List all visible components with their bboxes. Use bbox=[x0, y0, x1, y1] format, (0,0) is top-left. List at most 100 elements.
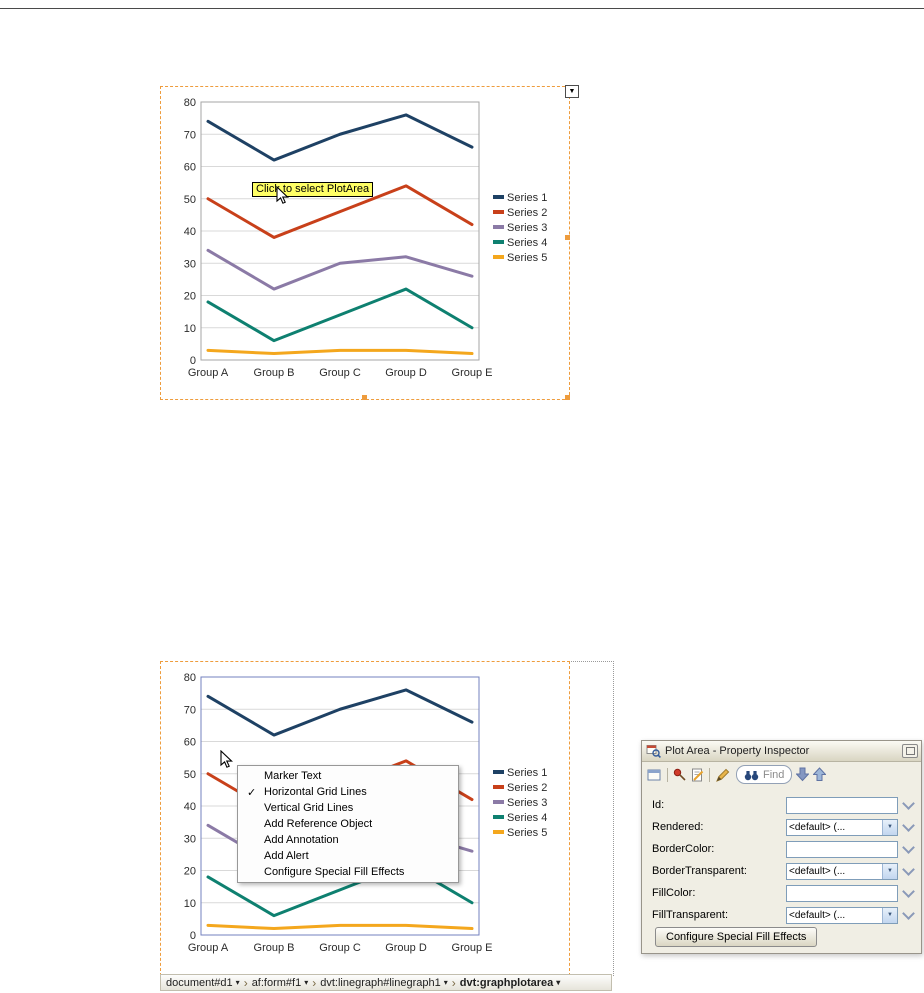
property-combo[interactable]: <default> (... ▼ bbox=[786, 906, 898, 924]
chevron-down-icon: ▼ bbox=[568, 88, 576, 95]
arrow-down-button[interactable] bbox=[796, 767, 810, 782]
crumb-dropdown-icon: ▾ bbox=[443, 977, 448, 987]
property-label: FillColor: bbox=[652, 887, 696, 899]
svg-text:Group B: Group B bbox=[254, 367, 295, 379]
property-inspector-icon bbox=[646, 745, 661, 758]
combo-dropdown-icon[interactable]: ▼ bbox=[882, 819, 897, 835]
svg-text:Group D: Group D bbox=[385, 942, 427, 954]
breadcrumb-item[interactable]: dvt:linegraph#linegraph1 ▾ bbox=[317, 977, 451, 989]
breadcrumb-item[interactable]: document#d1 ▾ bbox=[163, 977, 243, 989]
breadcrumb-item[interactable]: af:form#f1 ▾ bbox=[249, 977, 312, 989]
menu-item[interactable]: Vertical Grid Lines bbox=[238, 800, 458, 816]
inspector-toolbar: Find bbox=[642, 762, 921, 787]
selection-handle-right[interactable] bbox=[565, 235, 570, 240]
svg-text:Series 3: Series 3 bbox=[507, 222, 547, 234]
property-menu-chevron-icon[interactable] bbox=[902, 796, 915, 810]
svg-text:Series 3: Series 3 bbox=[507, 797, 547, 809]
property-label: BorderColor: bbox=[652, 843, 715, 855]
combo-value: <default> (... bbox=[789, 865, 846, 877]
property-combo[interactable]: <default> (... ▼ bbox=[786, 818, 898, 836]
svg-text:Series 2: Series 2 bbox=[507, 207, 547, 219]
svg-text:80: 80 bbox=[184, 672, 196, 684]
toolbar-divider bbox=[709, 767, 710, 782]
svg-text:60: 60 bbox=[184, 737, 196, 749]
arrow-up-button[interactable] bbox=[813, 767, 827, 782]
svg-text:60: 60 bbox=[184, 162, 196, 174]
crumb-dropdown-icon: ▾ bbox=[304, 977, 309, 987]
selection-handle-bottom-right[interactable] bbox=[565, 395, 570, 400]
svg-text:Series 1: Series 1 bbox=[507, 192, 547, 204]
breadcrumb-label: dvt:linegraph#linegraph1 bbox=[320, 976, 441, 989]
property-inspector-panel: Plot Area - Property Inspector Find bbox=[641, 740, 922, 954]
panel-menu-button[interactable] bbox=[902, 744, 918, 758]
svg-text:Series 1: Series 1 bbox=[507, 767, 547, 779]
svg-text:50: 50 bbox=[184, 194, 196, 206]
property-text-input[interactable] bbox=[786, 796, 898, 814]
property-text-input[interactable] bbox=[786, 884, 898, 902]
dialog-window-icon[interactable] bbox=[647, 768, 662, 782]
find-placeholder: Find bbox=[763, 768, 785, 781]
svg-text:20: 20 bbox=[184, 291, 196, 303]
svg-text:Series 4: Series 4 bbox=[507, 812, 547, 824]
breadcrumb-label: af:form#f1 bbox=[251, 976, 302, 989]
breadcrumb-label: dvt:graphplotarea bbox=[459, 976, 554, 989]
property-menu-chevron-icon[interactable] bbox=[902, 884, 915, 898]
menu-item[interactable]: Configure Special Fill Effects bbox=[238, 864, 458, 880]
menu-item-label: Add Reference Object bbox=[264, 818, 373, 830]
panel-titlebar[interactable]: Plot Area - Property Inspector bbox=[642, 741, 921, 762]
line-graph-canvas-top[interactable]: 0 10 20 30 40 50 60 70 80 Group A Group B Group C Gr… bbox=[160, 86, 570, 400]
property-row: Id: bbox=[652, 794, 915, 816]
menu-item-label: Configure Special Fill Effects bbox=[264, 866, 405, 878]
svg-text:Series 5: Series 5 bbox=[507, 827, 547, 839]
breadcrumb-separator-icon: › bbox=[243, 975, 248, 990]
property-row: FillTransparent: <default> (... ▼ bbox=[652, 904, 915, 926]
breadcrumb-item[interactable]: dvt:graphplotarea ▾ bbox=[457, 977, 564, 989]
figure-top-rule bbox=[0, 8, 924, 9]
svg-text:30: 30 bbox=[184, 833, 196, 845]
selection-handle-bottom[interactable] bbox=[362, 395, 367, 400]
context-menu: Marker Text ✓ Horizontal Grid Lines Vertica… bbox=[237, 765, 459, 883]
svg-text:Group E: Group E bbox=[452, 942, 493, 954]
property-menu-chevron-icon[interactable] bbox=[902, 818, 915, 832]
edit-page-icon[interactable] bbox=[691, 768, 704, 782]
breadcrumb-separator-icon: › bbox=[312, 975, 317, 990]
property-combo[interactable]: <default> (... ▼ bbox=[786, 862, 898, 880]
menu-item-label: Horizontal Grid Lines bbox=[264, 786, 367, 798]
combo-value: <default> (... bbox=[789, 909, 846, 921]
line-chart: 0 10 20 30 40 50 60 70 80 Group A Group B Group C Gr… bbox=[184, 97, 548, 379]
property-menu-chevron-icon[interactable] bbox=[902, 840, 915, 854]
property-label: FillTransparent: bbox=[652, 909, 729, 921]
crumb-dropdown-icon: ▾ bbox=[556, 977, 561, 987]
svg-text:70: 70 bbox=[184, 704, 196, 716]
svg-text:20: 20 bbox=[184, 866, 196, 878]
combo-value: <default> (... bbox=[789, 821, 846, 833]
property-label: Rendered: bbox=[652, 821, 704, 833]
menu-item-label: Add Annotation bbox=[264, 834, 339, 846]
property-menu-chevron-icon[interactable] bbox=[902, 862, 915, 876]
svg-text:40: 40 bbox=[184, 801, 196, 813]
menu-item[interactable]: ✓ Horizontal Grid Lines bbox=[238, 784, 458, 800]
property-row: BorderTransparent: <default> (... ▼ bbox=[652, 860, 915, 882]
property-text-input[interactable] bbox=[786, 840, 898, 858]
panel-title: Plot Area - Property Inspector bbox=[665, 745, 810, 757]
menu-item[interactable]: Add Annotation bbox=[238, 832, 458, 848]
svg-text:40: 40 bbox=[184, 226, 196, 238]
configure-fill-effects-button[interactable]: Configure Special Fill Effects bbox=[655, 927, 818, 947]
svg-text:Group E: Group E bbox=[452, 367, 493, 379]
toolbar-divider bbox=[667, 767, 668, 782]
menu-item[interactable]: Marker Text bbox=[238, 768, 458, 784]
binoculars-icon bbox=[744, 770, 759, 780]
combo-dropdown-icon[interactable]: ▼ bbox=[882, 863, 897, 879]
menu-item[interactable]: Add Reference Object bbox=[238, 816, 458, 832]
pencil-icon[interactable] bbox=[715, 768, 730, 782]
combo-dropdown-icon[interactable]: ▼ bbox=[882, 907, 897, 923]
mouse-pointer-icon bbox=[276, 186, 289, 204]
pin-icon[interactable] bbox=[673, 768, 687, 782]
svg-text:Series 4: Series 4 bbox=[507, 237, 547, 249]
find-box[interactable]: Find bbox=[736, 765, 793, 784]
svg-text:Group C: Group C bbox=[319, 942, 361, 954]
breadcrumb: document#d1 ▾ › af:form#f1 ▾ › dvt:linegraph#l… bbox=[160, 974, 612, 991]
property-menu-chevron-icon[interactable] bbox=[902, 906, 915, 920]
graph-menu-dropdown-button[interactable]: ▼ bbox=[565, 85, 579, 98]
menu-item[interactable]: Add Alert bbox=[238, 848, 458, 864]
